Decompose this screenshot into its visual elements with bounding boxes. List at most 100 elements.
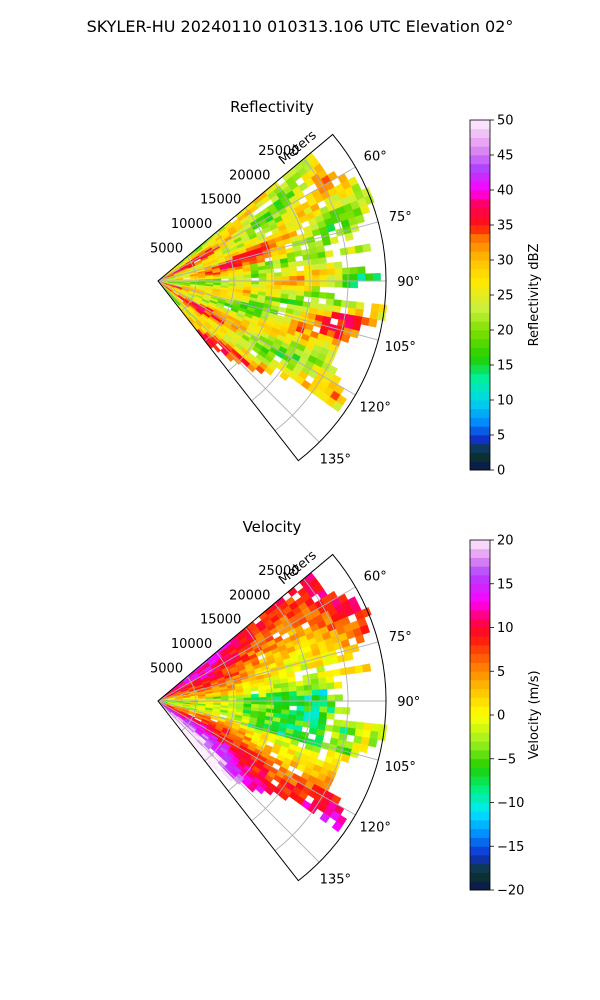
colorbar-swatch xyxy=(470,627,490,637)
colorbar-swatch xyxy=(470,610,490,620)
range-ring xyxy=(274,158,349,432)
sector-frame xyxy=(157,553,387,882)
colorbar-swatch xyxy=(470,443,490,453)
panel-reflectivity: Reflectivity 5000 10000 15000 20000 25000 60° 7… xyxy=(150,98,542,479)
data-bin xyxy=(251,697,260,702)
data-bin xyxy=(304,280,313,287)
data-bin xyxy=(327,694,336,702)
data-bin xyxy=(265,268,275,274)
data-bin xyxy=(354,244,364,254)
data-bin xyxy=(258,276,267,282)
data-bin xyxy=(296,705,305,712)
colorbar-swatch xyxy=(470,128,490,138)
colorbar-tick-label: 10 xyxy=(497,394,514,409)
colorbar-swatch xyxy=(470,225,490,235)
data-bin xyxy=(295,260,305,267)
data-bin xyxy=(266,284,275,290)
radial-tick-label: 20000 xyxy=(229,168,270,183)
colorbar-tick-label: 20 xyxy=(497,534,514,549)
colorbar-swatch xyxy=(470,268,490,278)
data-bin xyxy=(273,284,283,290)
data-bin xyxy=(327,274,336,282)
data-bin xyxy=(377,731,387,742)
colorbar-swatch xyxy=(470,146,490,156)
data-bin xyxy=(246,783,256,793)
colorbar-swatch xyxy=(470,793,490,803)
data-bin xyxy=(319,280,328,288)
data-bin xyxy=(341,707,351,715)
data-bin xyxy=(273,700,283,706)
colorbar-tick-label: 40 xyxy=(497,184,514,199)
data-bin xyxy=(303,264,313,272)
data-bin xyxy=(288,266,297,273)
data-bin xyxy=(344,232,354,242)
colorbar-tick-label: 50 xyxy=(497,114,514,129)
data-bin xyxy=(359,743,369,754)
colorbar-swatch xyxy=(470,461,490,471)
data-bin xyxy=(363,722,373,732)
colorbar: −20 −15 −10 −5 0 5 10 15 20 Velocity (m/s) xyxy=(469,534,542,899)
data-bin xyxy=(378,304,388,314)
data-bin xyxy=(281,271,290,277)
colorbar-swatch xyxy=(470,601,490,611)
data-bin xyxy=(326,268,336,276)
data-bin xyxy=(304,705,313,713)
data-bin xyxy=(303,710,313,718)
data-bin xyxy=(310,678,320,686)
data-bin xyxy=(281,696,290,702)
data-bin xyxy=(319,268,328,276)
data-bin xyxy=(266,272,275,278)
data-bin xyxy=(340,333,351,344)
data-bin xyxy=(349,280,359,289)
data-bin xyxy=(279,791,290,801)
data-field xyxy=(159,152,388,413)
colorbar-swatch xyxy=(470,662,490,672)
range-ring xyxy=(274,578,349,852)
data-bin xyxy=(347,246,357,255)
data-bin xyxy=(354,664,364,674)
data-bin xyxy=(281,285,290,291)
azimuth-tick-label: 135° xyxy=(320,872,351,887)
colorbar-tick-label: 10 xyxy=(497,621,514,636)
data-bin xyxy=(264,366,274,376)
colorbar-label: Velocity (m/s) xyxy=(527,670,542,759)
data-bin xyxy=(251,273,260,278)
data-bin xyxy=(349,266,359,275)
azimuth-tick-label: 75° xyxy=(389,630,412,645)
data-bin xyxy=(280,267,290,273)
colorbar-swatch xyxy=(470,863,490,873)
colorbar-swatch xyxy=(470,120,490,130)
colorbar-swatch xyxy=(470,373,490,383)
data-bin xyxy=(319,274,328,282)
data-bin xyxy=(339,667,349,676)
radial-tick-label: 10000 xyxy=(171,217,212,232)
colorbar-swatch xyxy=(470,802,490,812)
colorbar-swatch xyxy=(470,356,490,366)
data-bin xyxy=(333,681,343,689)
colorbar-tick-label: 15 xyxy=(497,577,514,592)
colorbar-swatch xyxy=(470,820,490,830)
data-bin xyxy=(251,700,260,705)
radial-tick-label: 25000 xyxy=(258,144,299,159)
colorbar-tick-label: 5 xyxy=(497,429,505,444)
colorbar-tick-label: 5 xyxy=(497,665,505,680)
data-bin xyxy=(362,243,372,253)
colorbar-tick-label: 15 xyxy=(497,359,514,374)
panel-title: Reflectivity xyxy=(230,98,314,116)
data-bin xyxy=(258,269,267,275)
colorbar-swatch xyxy=(470,540,490,550)
data-bin xyxy=(359,204,371,215)
colorbar-swatch xyxy=(470,750,490,760)
data-bin xyxy=(258,693,267,698)
azimuth-tick-label: 135° xyxy=(320,452,351,467)
colorbar-tick-label: −5 xyxy=(497,752,516,767)
colorbar-swatch xyxy=(470,575,490,585)
data-bin xyxy=(311,695,321,702)
data-bin xyxy=(327,700,336,708)
colorbar-swatch xyxy=(470,321,490,331)
data-bin xyxy=(243,697,252,702)
data-bin xyxy=(304,285,313,293)
data-bin xyxy=(288,691,298,697)
data-bin xyxy=(319,700,328,708)
data-bin xyxy=(243,694,252,699)
